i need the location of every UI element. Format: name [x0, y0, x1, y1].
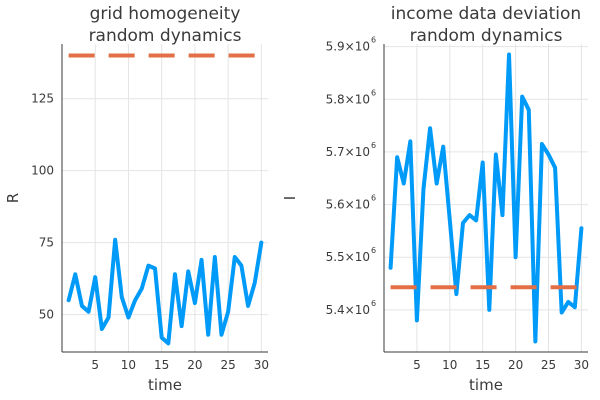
- chart-title-line: random dynamics: [410, 26, 563, 46]
- x-tick-label: 20: [187, 358, 202, 372]
- x-tick-label: 25: [220, 358, 235, 372]
- series-line: [66, 237, 264, 346]
- y-tick-label: 75: [39, 236, 54, 250]
- y-tick-exponent: 6: [371, 88, 376, 97]
- x-tick-label: 25: [541, 358, 556, 372]
- x-tick-label: 10: [442, 358, 457, 372]
- series-line: [388, 52, 584, 344]
- x-tick-label: 30: [574, 358, 589, 372]
- y-tick-exponent: 6: [371, 141, 376, 150]
- chart-panel-2: 5 10 15 20 25 305.4×10 65.5×10 65.6×10 65.7×10 65…: [281, 4, 589, 394]
- y-tick-label: 100: [31, 164, 54, 178]
- y-tick-exponent: 6: [371, 299, 376, 308]
- x-tick-label: 15: [154, 358, 169, 372]
- y-tick-label: 50: [39, 308, 54, 322]
- y-tick-label: 5.4×10: [326, 303, 370, 317]
- y-tick-label: 5.6×10: [326, 198, 370, 212]
- y-tick-label: 5.5×10: [326, 250, 370, 264]
- y-tick-exponent: 6: [371, 246, 376, 255]
- y-tick-label: 5.8×10: [326, 92, 370, 106]
- y-tick-label: 5.9×10: [326, 40, 370, 54]
- y-axis-label: R: [4, 193, 22, 203]
- x-tick-label: 5: [91, 358, 99, 372]
- y-tick-label: 125: [31, 92, 54, 106]
- y-axis-label: I: [281, 196, 299, 200]
- y-tick-label: 5.7×10: [326, 145, 370, 159]
- x-tick-label: 5: [413, 358, 421, 372]
- x-tick-label: 30: [254, 358, 269, 372]
- y-tick-exponent: 6: [371, 194, 376, 203]
- x-axis-label: time: [469, 376, 503, 394]
- chart-title-line: random dynamics: [89, 26, 242, 46]
- chart-title-line: income data deviation: [391, 4, 581, 24]
- chart-title-line: grid homogeneity: [90, 4, 241, 24]
- x-axis-label: time: [148, 376, 182, 394]
- x-tick-label: 15: [475, 358, 490, 372]
- x-tick-label: 20: [508, 358, 523, 372]
- y-tick-exponent: 6: [371, 36, 376, 45]
- x-tick-label: 10: [121, 358, 136, 372]
- chart-panel-1: 5 10 15 20 25 30 50 75 100 125 grid homogeneityran…: [4, 4, 269, 394]
